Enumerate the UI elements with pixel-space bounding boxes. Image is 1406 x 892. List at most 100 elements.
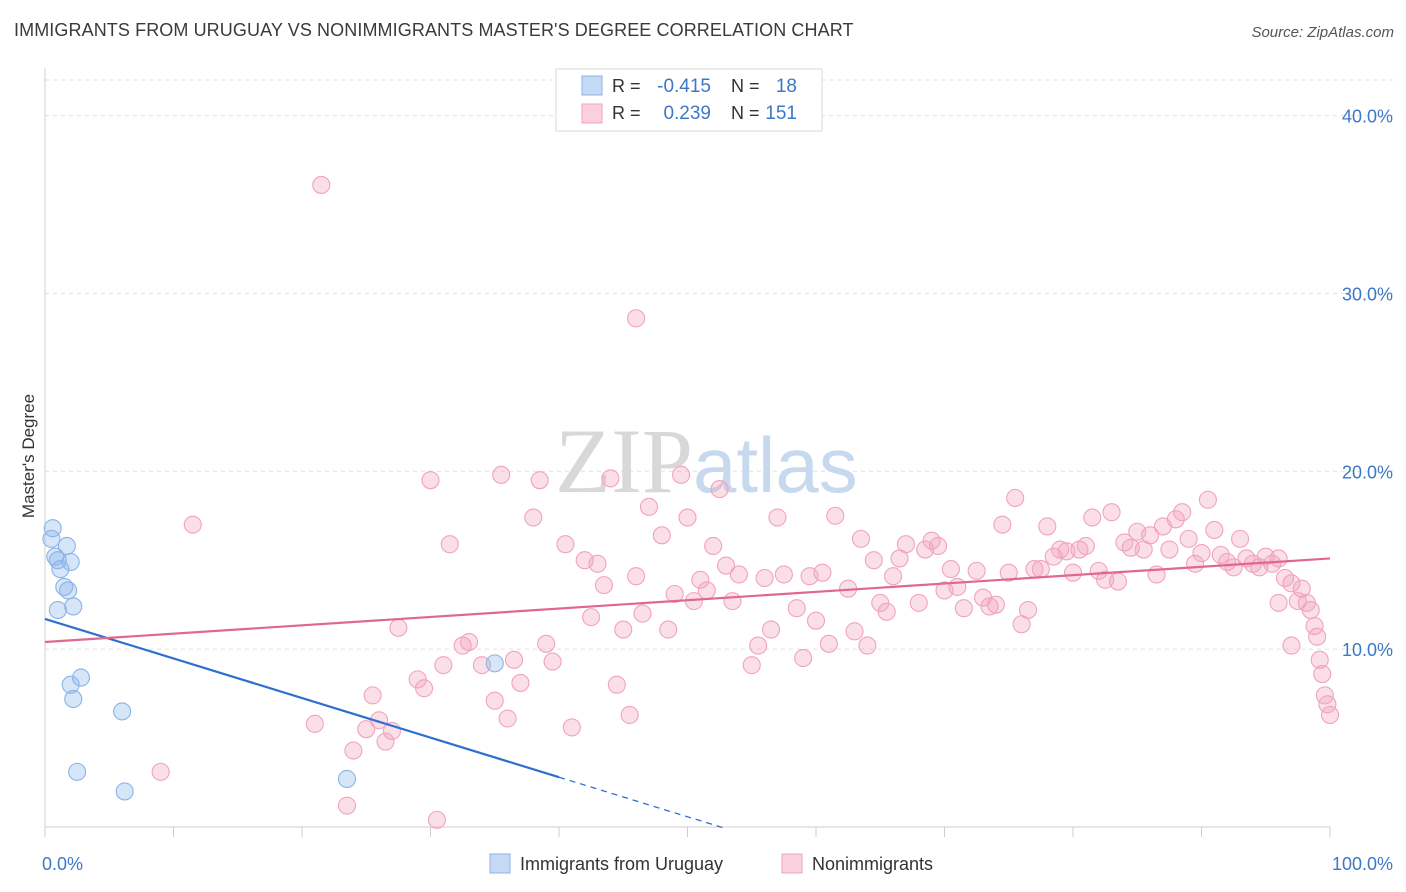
nonimmigrant-point (1051, 540, 1070, 559)
nonimmigrant-point (485, 691, 504, 710)
nonimmigrant-point (582, 608, 601, 627)
stats-n-label-2: N = (731, 103, 760, 123)
source-label: Source: ZipAtlas.com (1251, 24, 1394, 41)
uruguay-point (64, 689, 83, 708)
chart-title: IMMIGRANTS FROM URUGUAY VS NONIMMIGRANTS… (14, 20, 854, 40)
uruguay-point (68, 762, 87, 781)
stats-r-label-1: R = (612, 76, 641, 96)
nonimmigrant-point (1292, 579, 1311, 598)
nonimmigrant-point (504, 650, 524, 669)
uruguay-point (43, 519, 62, 538)
nonimmigrant-point (999, 563, 1018, 582)
nonimmigrant-point (627, 309, 646, 328)
uruguay-point (61, 552, 80, 572)
nonimmigrant-point (1160, 540, 1179, 559)
nonimmigrant-point (1313, 664, 1332, 684)
nonimmigrant-point (742, 656, 761, 675)
nonimmigrant-point (704, 536, 723, 556)
nonimmigrant-point (1282, 574, 1301, 593)
watermark-atlas: atlas (693, 421, 858, 509)
nonimmigrant-point (755, 568, 774, 588)
nonimmigrant-point (1173, 503, 1192, 522)
nonimmigrant-point (691, 570, 710, 589)
nonimmigrant-point (594, 576, 614, 595)
nonimmigrant-point (954, 599, 973, 618)
nonimmigrant-point (639, 497, 659, 516)
nonimmigrant-point (1108, 572, 1128, 591)
nonimmigrant-point (1038, 517, 1057, 536)
nonimmigrant-point (305, 714, 324, 733)
nonimmigrant-point (1301, 600, 1320, 620)
nonimmigrant-point (1141, 526, 1160, 545)
nonimmigrant-point (1320, 705, 1340, 725)
nonimmigrant-point (601, 469, 620, 488)
nonimmigrant-point (813, 563, 832, 582)
nonimmigrant-point (794, 648, 813, 668)
nonimmigrant-point (716, 556, 736, 575)
nonimmigrant-point (896, 535, 916, 554)
nonimmigrant-point (537, 634, 556, 653)
nonimmigrant-point (710, 480, 729, 499)
y-axis-title: Master's Degree (19, 394, 38, 518)
nonimmigrant-point (337, 796, 357, 815)
stats-r-value-2: 0.239 (663, 103, 711, 124)
watermark-zip: ZIP (555, 410, 693, 512)
legend-label-uruguay: Immigrants from Uruguay (520, 854, 723, 874)
nonimmigrant-point (665, 584, 684, 604)
uruguay-point (48, 600, 67, 620)
nonimmigrant-point (761, 620, 781, 639)
nonimmigrant-point (607, 675, 626, 694)
nonimmigrant-point (1205, 520, 1224, 540)
nonimmigrant-point (1310, 650, 1329, 669)
nonimmigrant-point (858, 636, 877, 655)
nonimmigrant-point (1166, 510, 1185, 529)
nonimmigrants-trend-line (44, 557, 1331, 644)
nonimmigrant-point (1089, 561, 1108, 580)
uruguay-trend-extension (558, 776, 727, 830)
nonimmigrant-point (440, 535, 459, 554)
tick-labels: 10.0% 20.0% 30.0% 40.0% 0.0% 100.0% (42, 107, 1393, 874)
nonimmigrant-point (1231, 529, 1250, 548)
nonimmigrant-point (1224, 558, 1243, 577)
nonimmigrant-point (1211, 545, 1230, 564)
legend-swatch-uruguay (489, 853, 511, 874)
nonimmigrant-point (929, 536, 948, 556)
nonimmigrant-point (614, 620, 633, 639)
uruguay-point (64, 597, 83, 616)
nonimmigrant-point (986, 595, 1005, 614)
nonimmigrants-series (151, 175, 1340, 829)
legend-label-nonimmigrants: Nonimmigrants (812, 854, 933, 874)
nonimmigrant-point (845, 622, 864, 641)
nonimmigrant-point (1305, 616, 1324, 636)
nonimmigrant-point (524, 508, 543, 527)
nonimmigrant-point (749, 636, 768, 655)
trend-lines (44, 557, 1331, 830)
nonimmigrant-point (562, 718, 581, 737)
nonimmigrant-point (588, 554, 607, 573)
nonimmigrant-point (652, 526, 671, 545)
nonimmigrant-point (492, 465, 511, 484)
nonimmigrant-point (627, 567, 646, 586)
y-tick-label: 10.0% (1342, 640, 1393, 660)
nonimmigrant-point (1269, 593, 1288, 612)
nonimmigrant-point (363, 686, 382, 705)
nonimmigrant-point (864, 551, 883, 570)
nonimmigrant-point (1076, 536, 1095, 556)
uruguay-point (57, 536, 76, 556)
nonimmigrant-point (1318, 695, 1337, 714)
nonimmigrant-point (1198, 490, 1217, 509)
nonimmigrant-point (672, 465, 691, 484)
nonimmigrant-point (993, 515, 1012, 534)
nonimmigrant-point (1102, 503, 1121, 522)
uruguay-point (71, 668, 91, 687)
nonimmigrant-point (723, 592, 742, 611)
uruguay-point (51, 560, 70, 579)
stats-r-label-2: R = (612, 103, 641, 123)
stats-legend: R = -0.415 N = 18 R = 0.239 N = 151 (555, 68, 823, 132)
stats-n-value-2: 151 (765, 103, 797, 124)
nonimmigrant-point (787, 599, 806, 618)
nonimmigrant-point (511, 673, 530, 692)
nonimmigrant-point (851, 529, 871, 548)
nonimmigrant-point (678, 508, 697, 527)
y-tick-label: 20.0% (1342, 462, 1393, 482)
